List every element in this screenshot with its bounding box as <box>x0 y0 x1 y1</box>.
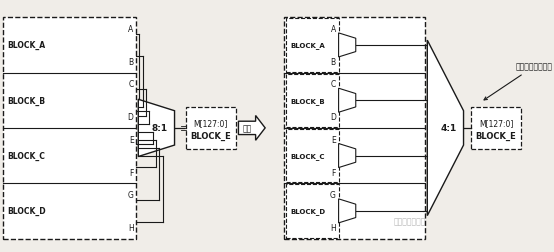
Text: BLOCK_D: BLOCK_D <box>8 206 46 215</box>
Text: BLOCK_B: BLOCK_B <box>290 97 325 104</box>
Text: F: F <box>129 168 134 177</box>
Text: D: D <box>330 113 336 122</box>
Polygon shape <box>338 144 356 168</box>
Text: M[127:0]: M[127:0] <box>193 118 228 128</box>
Text: BLOCK_C: BLOCK_C <box>8 151 45 161</box>
Polygon shape <box>238 116 265 141</box>
Text: 數字芯片實驗室: 數字芯片實驗室 <box>394 216 427 225</box>
Polygon shape <box>338 89 356 113</box>
Text: C: C <box>331 80 336 89</box>
Text: M[127:0]: M[127:0] <box>479 118 513 128</box>
Text: A: A <box>129 25 134 34</box>
Bar <box>286 74 338 128</box>
Text: 改進: 改進 <box>243 124 252 133</box>
Text: 減輕了布線的壓力: 減輕了布線的壓力 <box>484 62 553 101</box>
Text: G: G <box>330 190 336 199</box>
Text: BLOCK_C: BLOCK_C <box>290 152 325 159</box>
Polygon shape <box>338 199 356 223</box>
Text: 4:1: 4:1 <box>440 124 456 133</box>
Text: BLOCK_A: BLOCK_A <box>8 41 46 50</box>
Bar <box>3 18 136 239</box>
Text: BLOCK_B: BLOCK_B <box>8 96 45 105</box>
Text: E: E <box>129 135 134 144</box>
Text: H: H <box>128 223 134 232</box>
Text: B: B <box>129 58 134 67</box>
Text: F: F <box>331 168 336 177</box>
Text: BLOCK_A: BLOCK_A <box>290 42 325 49</box>
Text: B: B <box>331 58 336 67</box>
Text: BLOCK_E: BLOCK_E <box>191 131 231 140</box>
Text: D: D <box>127 113 134 122</box>
Bar <box>286 19 338 72</box>
Polygon shape <box>338 34 356 58</box>
Bar <box>286 129 338 182</box>
Bar <box>471 107 521 149</box>
Text: 8:1: 8:1 <box>151 124 167 133</box>
Polygon shape <box>138 100 175 157</box>
Polygon shape <box>427 41 464 216</box>
Bar <box>286 184 338 238</box>
Bar <box>284 18 425 239</box>
Text: C: C <box>129 80 134 89</box>
Bar <box>186 107 235 149</box>
Text: E: E <box>331 135 336 144</box>
Text: BLOCK_E: BLOCK_E <box>475 131 516 140</box>
Text: A: A <box>331 25 336 34</box>
Text: BLOCK_D: BLOCK_D <box>290 208 325 214</box>
Text: H: H <box>330 223 336 232</box>
Text: G: G <box>127 190 134 199</box>
